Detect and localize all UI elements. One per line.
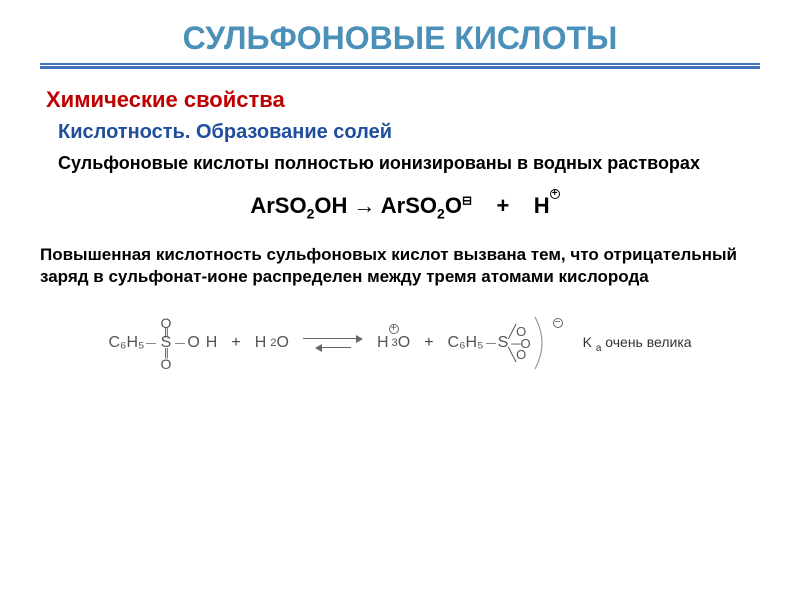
h3o-h: H (377, 334, 389, 352)
plus-charge-icon: + (550, 189, 560, 199)
section-heading: Химические свойства (46, 87, 760, 113)
ka-annotation: K a очень велика (583, 334, 692, 354)
phenyl-group: C₆H₅ (108, 334, 144, 352)
title-text: СУЛЬФОНОВЫЕ КИСЛОТЫ (183, 20, 618, 56)
eq-rhs1-tail: O (445, 193, 462, 218)
ionization-equation: ArSO2OH → ArSO2O⊟ + H+ (40, 193, 760, 221)
eq-lhs-tail: OH (314, 193, 347, 218)
intro-paragraph: Сульфоновые кислоты полностью ионизирова… (58, 152, 760, 175)
sulfonyl-group: O || S || O (160, 316, 171, 371)
explanation-text: Повышенная кислотность сульфоновых кисло… (40, 245, 737, 286)
section-text: Химические свойства (46, 87, 285, 112)
plus-charge-icon: + (389, 324, 399, 334)
slide-title: СУЛЬФОНОВЫЕ КИСЛОТЫ (40, 20, 760, 57)
hydronium-ion: + H 3 O (377, 334, 410, 352)
phenyl-group: C₆H₅ (448, 334, 484, 352)
eq-arrow: → (347, 193, 380, 218)
h3o-o: O (398, 334, 410, 352)
arrow-right-icon (303, 335, 363, 343)
h2o-h: H (255, 334, 267, 352)
eq-spacer: + (472, 193, 534, 218)
eq-lhs: ArSO (250, 193, 306, 218)
title-rule-thin (40, 63, 760, 65)
h2o-o: O (277, 334, 289, 352)
title-rule-thick (40, 66, 760, 69)
eq-rhs1-sub: 2 (437, 206, 445, 222)
o-bot: O (160, 357, 171, 371)
water-molecule: H 2 O (255, 334, 289, 352)
eq-minus: ⊟ (462, 194, 472, 208)
equilibrium-arrows-icon (303, 335, 363, 352)
delocalization-arc-icon (533, 315, 553, 371)
eq-h: H (534, 193, 550, 218)
bond-icon (486, 343, 496, 344)
plus-sign: + (424, 334, 433, 352)
plus-sign: + (231, 334, 240, 352)
intro-text: Сульфоновые кислоты полностью ионизирова… (58, 153, 700, 173)
s-atom: S (498, 334, 509, 352)
bond-icon (175, 343, 185, 344)
anion-o-bot: ╲ O (508, 349, 527, 361)
subsection-text: Кислотность. Образование солей (58, 121, 392, 143)
sulfonate-anion: C₆H₅ S ╱ O ─ O ╲ O − (448, 326, 531, 361)
sulfonic-acid-molecule: C₆H₅ O || S || O O H (108, 316, 217, 371)
ka-sym: K (583, 334, 592, 350)
explanation-paragraph: Повышенная кислотность сульфоновых кисло… (40, 244, 760, 288)
minus-charge-icon: − (553, 318, 563, 328)
bond-icon (146, 343, 156, 344)
three-o-group: ╱ O ─ O ╲ O (511, 326, 530, 361)
ka-text: очень велика (601, 334, 691, 350)
oh-o: O (187, 334, 199, 352)
oh-h: H (206, 334, 218, 352)
anion-o-top: ╱ O (508, 326, 527, 338)
eq-rhs1: ArSO (381, 193, 437, 218)
arrow-left-icon (315, 344, 351, 352)
eq-hplus: H+ (534, 193, 550, 219)
subsection-heading: Кислотность. Образование солей (58, 121, 760, 144)
reaction-scheme: C₆H₅ O || S || O O H + H 2 O + H 3 O + C… (40, 316, 760, 371)
